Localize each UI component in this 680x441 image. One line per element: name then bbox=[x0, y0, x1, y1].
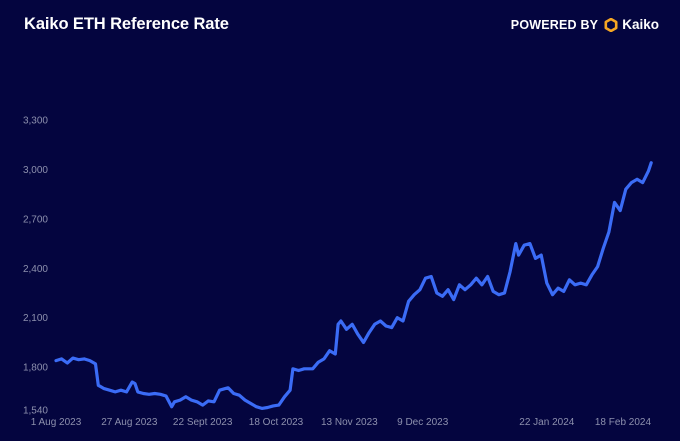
y-tick-label: 1,540 bbox=[23, 406, 48, 417]
eth-price-line bbox=[54, 161, 653, 410]
x-tick-label: 22 Sept 2023 bbox=[173, 417, 233, 428]
y-tick-label: 3,300 bbox=[23, 116, 48, 127]
powered-by-label: POWERED BY bbox=[510, 17, 599, 32]
x-tick-label: 18 Oct 2023 bbox=[249, 417, 304, 428]
powered-by-branding[interactable]: POWERED BY Kaiko bbox=[511, 17, 659, 32]
brand-name: Kaiko bbox=[622, 17, 659, 32]
x-tick-label: 27 Aug 2023 bbox=[101, 417, 158, 428]
x-tick-label: 22 Jan 2024 bbox=[519, 417, 574, 428]
x-axis: 1 Aug 2023 27 Aug 2023 22 Sept 2023 18 Oct … bbox=[31, 417, 652, 428]
kaiko-logo-icon bbox=[604, 17, 618, 32]
x-tick-label: 13 Nov 2023 bbox=[321, 417, 378, 428]
x-tick-label: 1 Aug 2023 bbox=[31, 417, 82, 428]
y-tick-label: 2,400 bbox=[23, 264, 48, 275]
y-tick-label: 3,000 bbox=[23, 165, 48, 176]
x-tick-label: 18 Feb 2024 bbox=[595, 417, 652, 428]
x-tick-label: 9 Dec 2023 bbox=[397, 417, 449, 428]
y-tick-label: 2,700 bbox=[23, 214, 48, 225]
y-tick-label: 2,100 bbox=[23, 313, 48, 324]
y-axis: 1,540 1,800 2,100 2,400 2,700 3,000 3,300 bbox=[23, 116, 48, 417]
y-tick-label: 1,800 bbox=[23, 363, 48, 374]
chart-title: Kaiko ETH Reference Rate bbox=[24, 15, 229, 33]
